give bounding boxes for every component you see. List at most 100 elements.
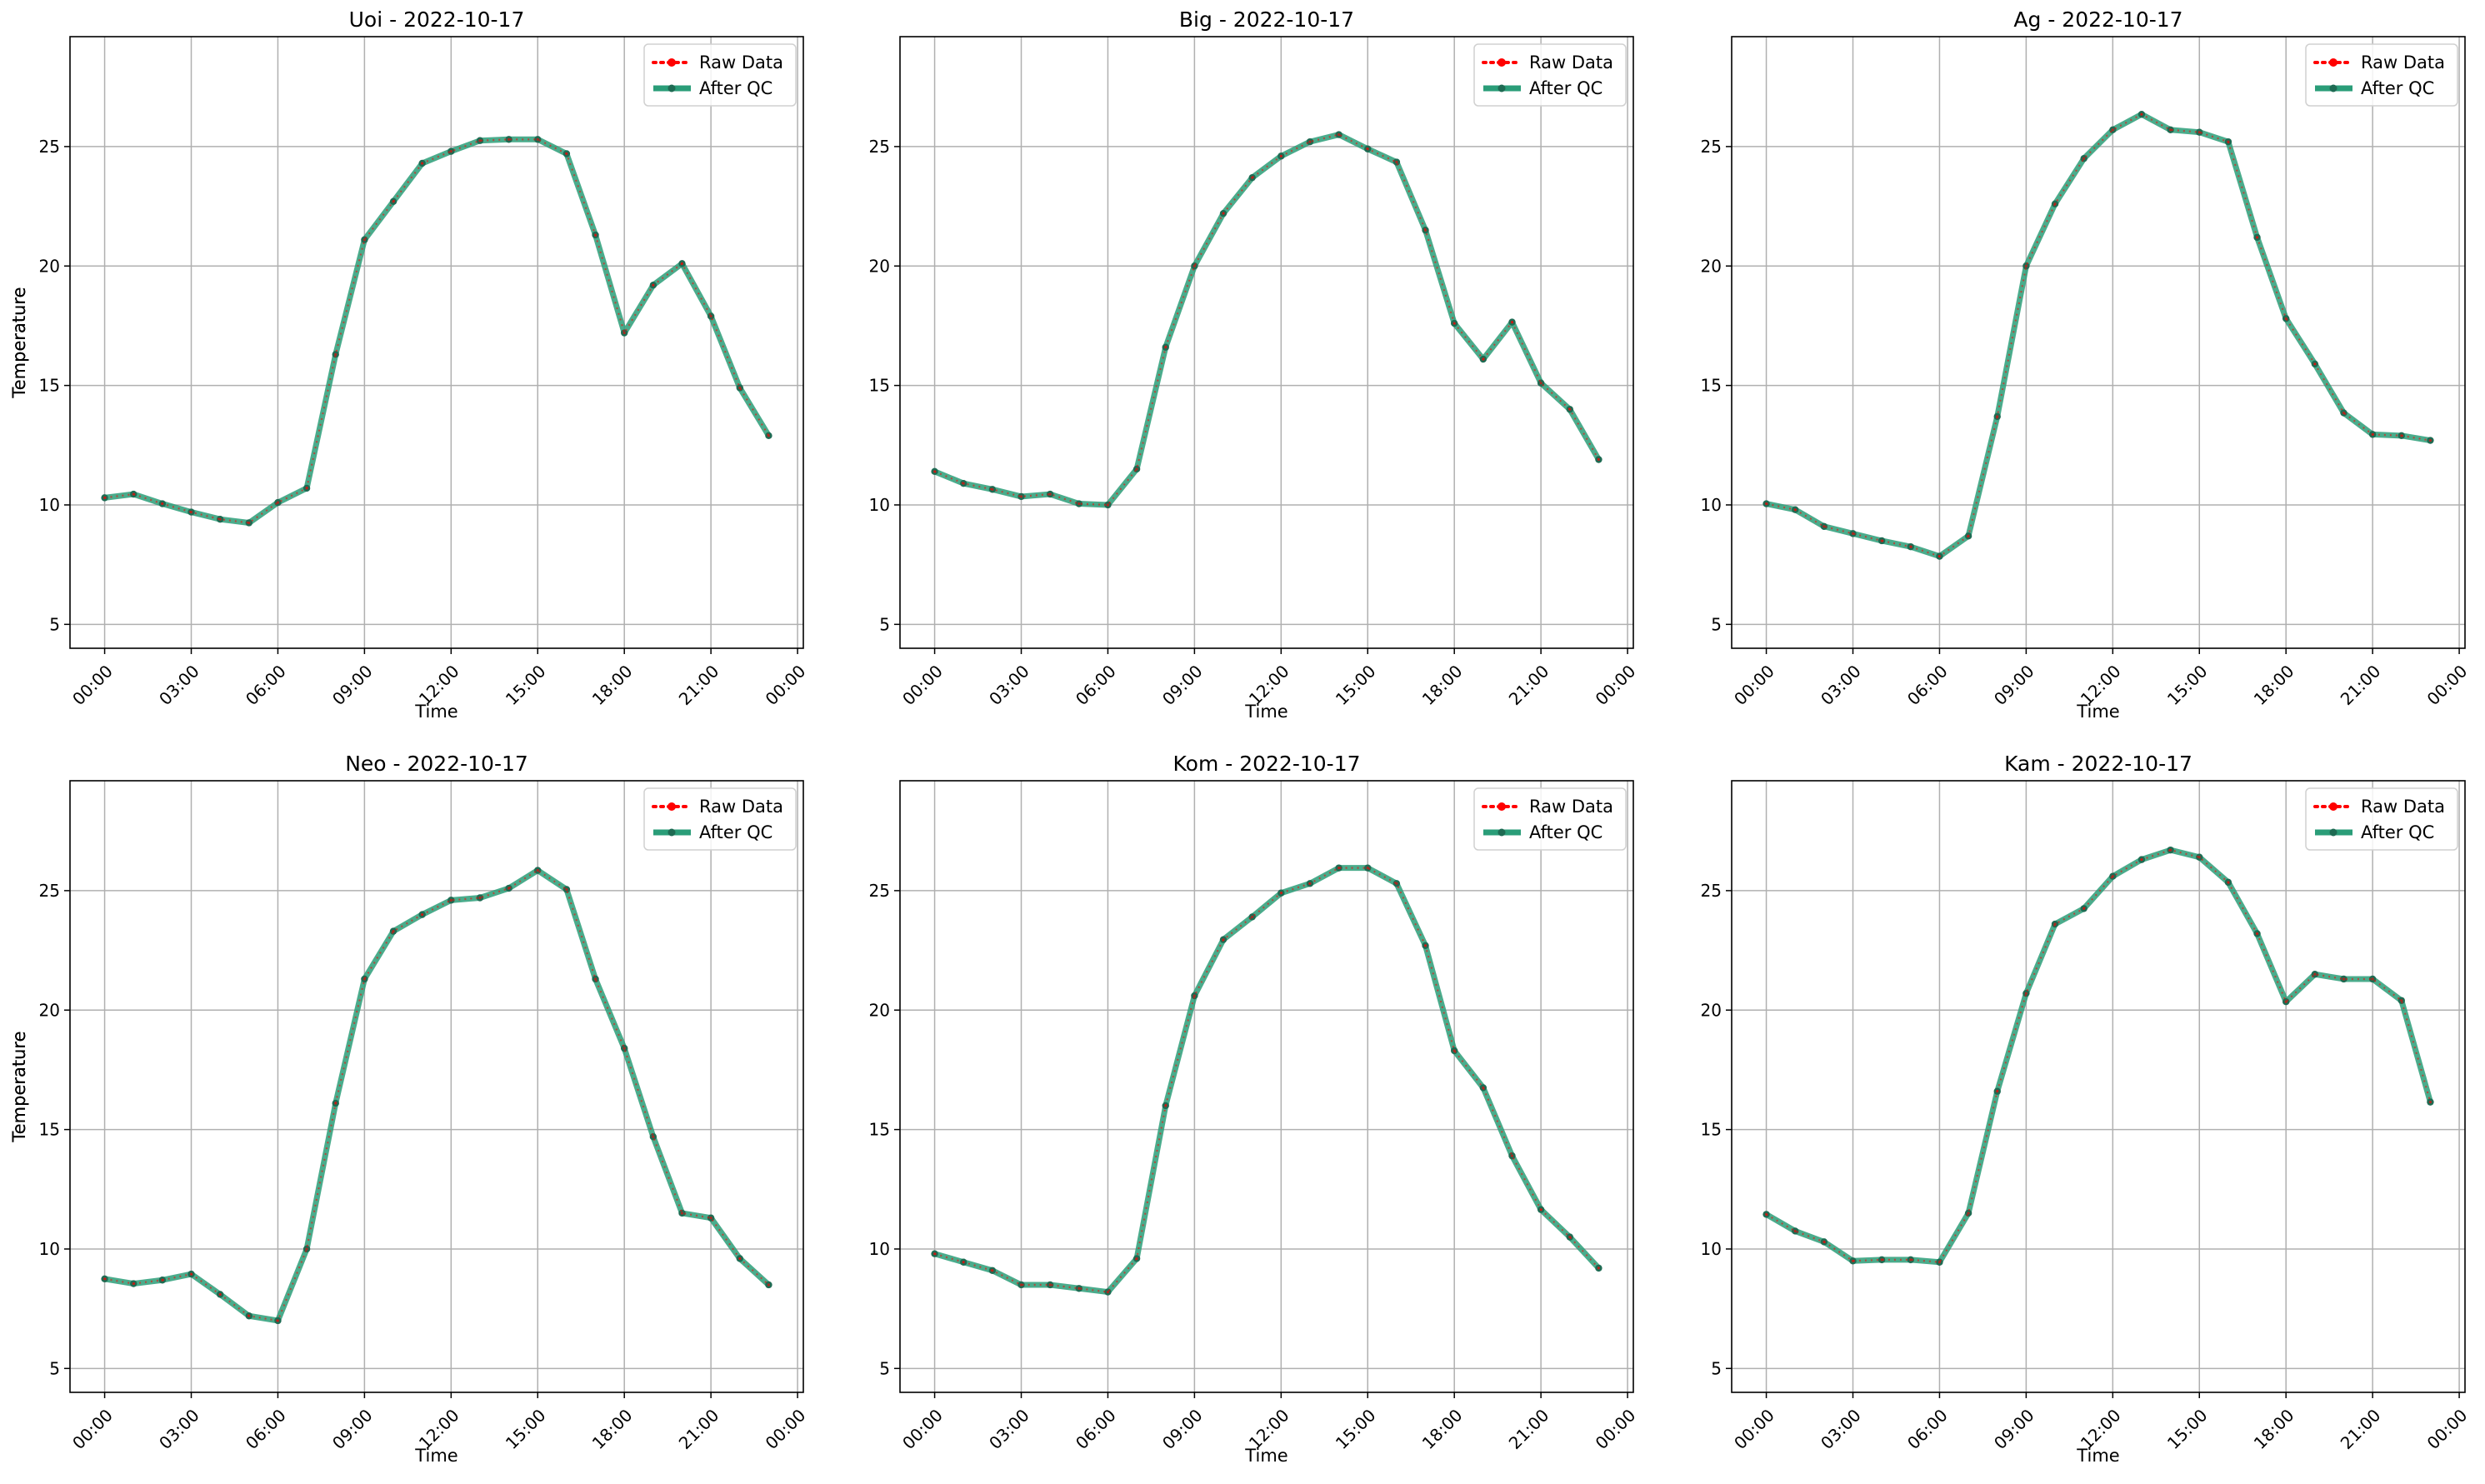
y-tick-label: 5 xyxy=(1711,1358,1722,1378)
raw-data-point xyxy=(248,521,251,525)
raw-data-point xyxy=(421,162,424,165)
raw-data-point xyxy=(1452,1049,1456,1052)
raw-data-point xyxy=(1793,1229,1797,1233)
y-tick-label: 20 xyxy=(869,256,890,276)
x-tick-label: 00:00 xyxy=(68,661,117,709)
legend-qc-label: After QC xyxy=(699,822,772,842)
raw-data-point xyxy=(1192,994,1196,997)
raw-data-point xyxy=(1967,1212,1970,1215)
x-tick-label: 03:00 xyxy=(1817,661,1865,709)
raw-data-point xyxy=(276,501,280,504)
raw-data-point xyxy=(2284,317,2288,320)
raw-data-point xyxy=(1106,1290,1110,1294)
raw-data-point xyxy=(218,517,222,521)
legend-qc-label: After QC xyxy=(1529,822,1602,842)
x-axis-label: Time xyxy=(2076,1446,2119,1466)
x-tick-label: 00:00 xyxy=(1730,661,1778,709)
raw-data-point xyxy=(1279,154,1282,157)
subplot-2: 00:00 03:00 06:00 09:00 12:00 15:00 18:00 21:00… xyxy=(9,7,1639,722)
raw-data-point xyxy=(565,152,568,156)
legend-raw-marker xyxy=(2329,58,2338,67)
raw-data-point xyxy=(2428,438,2432,442)
raw-data-point xyxy=(962,482,965,485)
raw-data-point xyxy=(1938,555,1942,558)
legend-raw-marker xyxy=(1498,58,1506,67)
x-tick-label: 15:00 xyxy=(2163,1405,2212,1453)
raw-data-point xyxy=(1251,176,1254,179)
raw-data-point xyxy=(1568,407,1572,411)
x-tick-label: 06:00 xyxy=(1903,661,1952,709)
y-tick-label: 10 xyxy=(1701,495,1722,515)
y-tick-label: 25 xyxy=(869,137,890,157)
x-tick-label: 21:00 xyxy=(675,661,723,709)
raw-data-point xyxy=(932,1252,937,1256)
raw-data-point xyxy=(1048,492,1052,496)
raw-data-point xyxy=(2198,131,2201,134)
legend-qc-label: After QC xyxy=(2361,78,2434,98)
raw-data-point xyxy=(2169,848,2172,852)
chart-title: Kom - 2022-10-17 xyxy=(1173,752,1361,776)
raw-data-point xyxy=(334,1102,338,1105)
legend: Raw Data After QC xyxy=(1473,43,1627,107)
raw-data-point xyxy=(2198,856,2201,859)
raw-data-point xyxy=(2140,858,2143,862)
raw-data-point xyxy=(962,1261,965,1264)
x-tick-label: 06:00 xyxy=(1072,1405,1120,1453)
x-tick-label: 00:00 xyxy=(1592,1405,1640,1453)
raw-data-point xyxy=(1909,545,1912,548)
raw-data-point xyxy=(1822,525,1826,528)
raw-data-point xyxy=(2053,922,2057,926)
x-tick-label: 09:00 xyxy=(328,661,377,709)
x-axis-label: Time xyxy=(414,702,458,722)
raw-data-point xyxy=(593,233,598,237)
y-tick-label: 25 xyxy=(39,137,60,157)
x-tick-label: 00:00 xyxy=(1730,1405,1778,1453)
legend-qc-label: After QC xyxy=(699,78,772,98)
x-tick-label: 03:00 xyxy=(155,1405,203,1453)
chart-title: Big - 2022-10-17 xyxy=(1179,7,1354,32)
subplot-6: 00:00 03:00 06:00 09:00 12:00 15:00 18:00 21:00… xyxy=(9,752,2471,1466)
raw-data-point xyxy=(1135,1257,1138,1261)
raw-data-point xyxy=(508,137,511,141)
y-tick-label: 10 xyxy=(39,1239,60,1259)
series-after-qc-line xyxy=(103,867,771,1324)
series-raw-data-line xyxy=(934,133,1600,507)
y-tick-label: 25 xyxy=(1701,137,1722,157)
y-tick-label: 5 xyxy=(879,614,890,634)
raw-data-point xyxy=(991,487,994,491)
raw-data-point xyxy=(449,150,452,153)
raw-data-point xyxy=(2428,1101,2432,1104)
y-tick-label: 20 xyxy=(1701,256,1722,276)
x-axis-label: Time xyxy=(414,1446,458,1466)
legend-qc-marker xyxy=(1498,84,1506,92)
legend-raw-marker xyxy=(1498,802,1506,811)
y-tick-label: 10 xyxy=(869,495,890,515)
raw-data-point xyxy=(1482,1086,1485,1090)
y-tick-label: 10 xyxy=(1701,1239,1722,1259)
raw-data-point xyxy=(2400,434,2403,437)
raw-data-point xyxy=(2313,362,2317,366)
raw-data-point xyxy=(2313,972,2317,976)
y-tick-label: 10 xyxy=(39,495,60,515)
raw-data-point xyxy=(362,238,366,242)
legend: Raw Data After QC xyxy=(1473,787,1627,851)
raw-data-point xyxy=(536,868,539,872)
y-tick-label: 25 xyxy=(39,881,60,901)
raw-data-point xyxy=(334,352,338,356)
chart-title: Uoi - 2022-10-17 xyxy=(349,7,525,32)
raw-data-point xyxy=(1597,457,1601,462)
y-tick-label: 5 xyxy=(49,614,60,634)
x-tick-label: 18:00 xyxy=(1418,1405,1467,1453)
raw-data-point xyxy=(161,502,164,506)
raw-data-point xyxy=(680,1212,684,1215)
y-tick-label: 15 xyxy=(869,376,890,396)
raw-data-point xyxy=(1366,867,1369,870)
raw-data-point xyxy=(2140,112,2143,116)
raw-data-point xyxy=(932,470,937,473)
raw-data-point xyxy=(2371,977,2374,981)
series-raw-data-line xyxy=(104,138,770,524)
raw-data-point xyxy=(2342,411,2346,415)
x-tick-label: 15:00 xyxy=(502,661,550,709)
x-axis-label: Time xyxy=(1244,702,1288,722)
